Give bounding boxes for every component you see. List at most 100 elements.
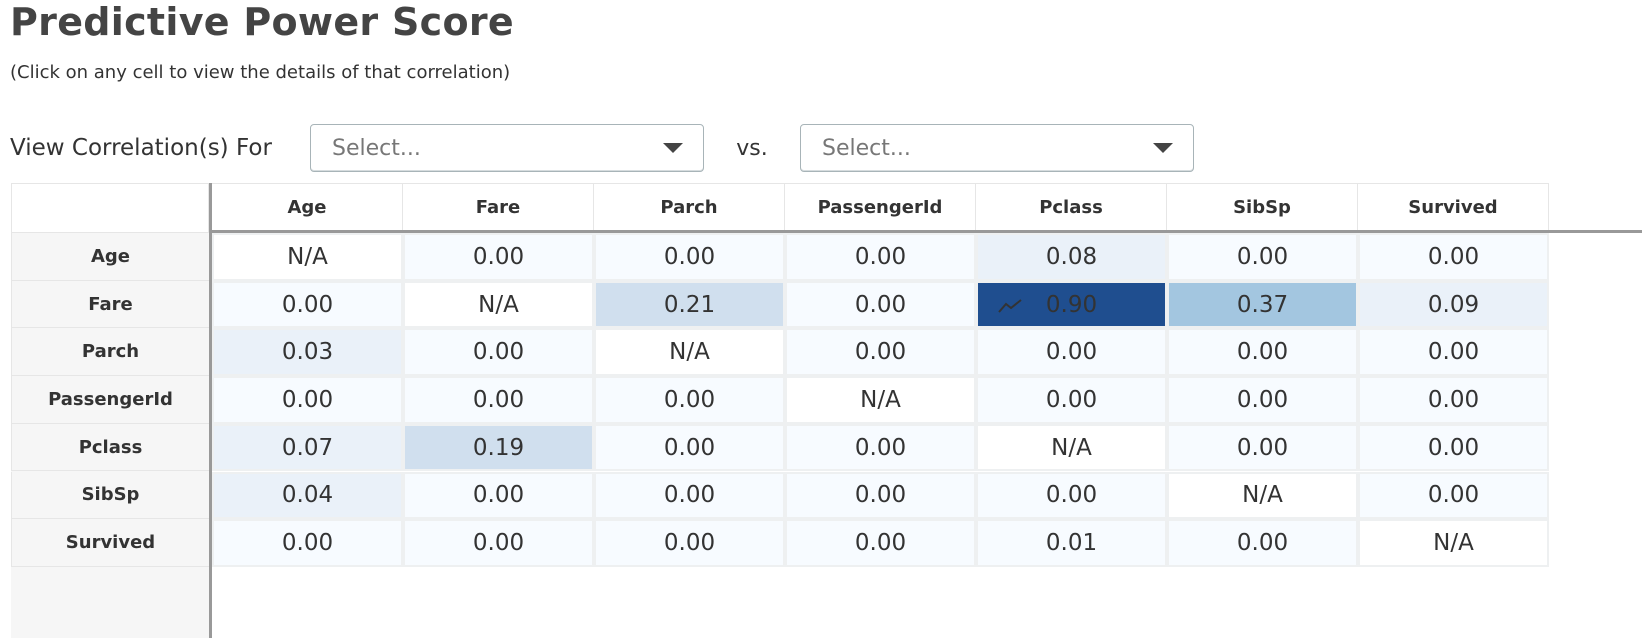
cell-value: 0.00 (281, 530, 334, 557)
cell-value: N/A (287, 243, 328, 270)
chevron-down-icon (1153, 143, 1173, 153)
page-title: Predictive Power Score (10, 0, 514, 44)
matrix-cell[interactable]: 0.00 (785, 471, 976, 520)
matrix-cell[interactable]: 0.00 (1358, 423, 1549, 472)
column-header-survived: Survived (1358, 183, 1549, 230)
matrix-cell[interactable]: 0.00 (594, 519, 785, 567)
cell-value: N/A (669, 339, 710, 366)
column-header-parch: Parch (594, 183, 785, 230)
matrix-cell[interactable]: 0.00 (212, 376, 403, 424)
row-header-survived: Survived (11, 519, 209, 567)
matrix-cell[interactable]: 0.00 (403, 471, 594, 520)
matrix-cell[interactable]: 0.00 (594, 471, 785, 520)
matrix-cell[interactable]: 0.00 (403, 328, 594, 377)
cell-value: 0.21 (663, 291, 716, 318)
correlation-filter-row: View Correlation(s) For Select... vs. Se… (10, 122, 1194, 174)
matrix-cell[interactable]: 0.00 (212, 519, 403, 567)
matrix-cell[interactable]: 0.00 (1167, 423, 1358, 472)
row-variable-select[interactable]: Select... (310, 124, 704, 172)
matrix-cell[interactable]: 0.00 (976, 328, 1167, 377)
matrix-corner (11, 183, 209, 233)
row-header-age: Age (11, 233, 209, 281)
matrix-cell[interactable]: 0.00 (403, 233, 594, 281)
matrix-cell[interactable]: N/A (1167, 471, 1358, 520)
matrix-cell[interactable]: N/A (594, 328, 785, 377)
matrix-cell[interactable]: 0.00 (785, 519, 976, 567)
cell-value: 0.37 (1236, 291, 1289, 318)
matrix-cell[interactable]: N/A (403, 280, 594, 329)
matrix-cell[interactable]: N/A (212, 233, 403, 281)
cell-value: N/A (478, 291, 519, 318)
cell-value: 0.19 (472, 434, 525, 461)
matrix-cell[interactable]: 0.00 (594, 233, 785, 281)
cell-value: N/A (1051, 434, 1092, 461)
column-headers: Age Fare Parch PassengerId Pclass SibSp Surviv… (209, 183, 1642, 233)
matrix-cell[interactable]: 0.00 (1167, 233, 1358, 281)
matrix-cell[interactable]: 0.04 (212, 471, 403, 520)
cell-value: 0.00 (1045, 482, 1098, 509)
matrix-cell[interactable]: 0.01 (976, 519, 1167, 567)
chevron-down-icon (663, 143, 683, 153)
matrix-cell[interactable]: 0.09 (1358, 280, 1549, 329)
cell-value: 0.00 (1236, 386, 1289, 413)
matrix-cell[interactable]: N/A (976, 423, 1167, 472)
matrix-cell[interactable]: 0.08 (976, 233, 1167, 281)
cell-value: 0.00 (1045, 386, 1098, 413)
cell-value: 0.00 (1427, 243, 1480, 270)
matrix-cell[interactable]: 0.21 (594, 280, 785, 329)
matrix-cell[interactable]: 0.00 (403, 376, 594, 424)
matrix-cell[interactable]: 0.90 (976, 280, 1167, 329)
row-header-parch: Parch (11, 328, 209, 377)
row-header-passengerid: PassengerId (11, 376, 209, 424)
cell-value: 0.00 (1236, 339, 1289, 366)
matrix-cell[interactable]: 0.03 (212, 328, 403, 377)
matrix-cell[interactable]: 0.00 (403, 519, 594, 567)
matrix-cell[interactable]: N/A (1358, 519, 1549, 567)
cell-value: 0.00 (1427, 434, 1480, 461)
matrix-cell[interactable]: 0.00 (1167, 328, 1358, 377)
cell-value: 0.90 (1045, 291, 1098, 318)
column-header-age: Age (212, 183, 403, 230)
matrix-cell[interactable]: 0.00 (1167, 376, 1358, 424)
cell-value: 0.00 (663, 530, 716, 557)
cell-value: 0.00 (1427, 339, 1480, 366)
matrix-cell[interactable]: 0.00 (785, 423, 976, 472)
cell-value: 0.00 (663, 243, 716, 270)
cell-value: 0.00 (854, 530, 907, 557)
column-header-pclass: Pclass (976, 183, 1167, 230)
matrix-cell[interactable]: 0.07 (212, 423, 403, 472)
cell-value: 0.09 (1427, 291, 1480, 318)
matrix-cell[interactable]: 0.00 (594, 376, 785, 424)
matrix-cell[interactable]: 0.00 (1358, 233, 1549, 281)
trend-line-icon[interactable] (998, 298, 1022, 314)
column-header-passengerid: PassengerId (785, 183, 976, 230)
column-variable-select[interactable]: Select... (800, 124, 1194, 172)
cell-value: 0.00 (1236, 434, 1289, 461)
matrix-cell[interactable]: 0.00 (976, 376, 1167, 424)
matrix-cell[interactable]: 0.19 (403, 423, 594, 472)
matrix-cell[interactable]: N/A (785, 376, 976, 424)
cell-value: 0.08 (1045, 243, 1098, 270)
cell-value: 0.00 (854, 243, 907, 270)
matrix-cell[interactable]: 0.00 (785, 280, 976, 329)
row-variable-select-placeholder: Select... (332, 135, 421, 161)
matrix-cell[interactable]: 0.00 (1358, 328, 1549, 377)
matrix-cell[interactable]: 0.00 (785, 328, 976, 377)
matrix-cell[interactable]: 0.00 (1167, 519, 1358, 567)
matrix-cell[interactable]: 0.00 (785, 233, 976, 281)
cell-value: 0.04 (281, 482, 334, 509)
matrix-cell[interactable]: 0.00 (594, 423, 785, 472)
cell-value: 0.00 (472, 339, 525, 366)
matrix-cell[interactable]: 0.00 (1358, 376, 1549, 424)
page-subtitle: (Click on any cell to view the details o… (10, 62, 511, 83)
matrix-cell[interactable]: 0.00 (1358, 471, 1549, 520)
cell-value: 0.00 (281, 291, 334, 318)
cell-value: 0.00 (663, 482, 716, 509)
column-header-fare: Fare (403, 183, 594, 230)
matrix-cell[interactable]: 0.37 (1167, 280, 1358, 329)
matrix-cell[interactable]: 0.00 (212, 280, 403, 329)
matrix-cell[interactable]: 0.00 (976, 471, 1167, 520)
cell-value: 0.00 (472, 243, 525, 270)
cell-value: 0.00 (281, 386, 334, 413)
cell-value: 0.00 (1427, 386, 1480, 413)
